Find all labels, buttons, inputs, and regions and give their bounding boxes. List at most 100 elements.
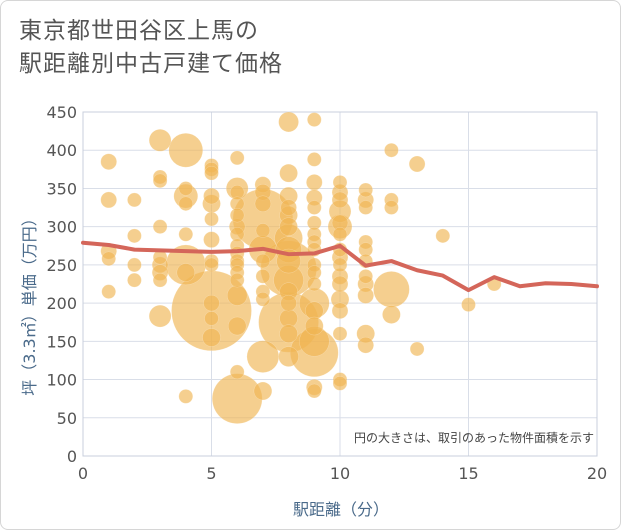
bubble	[358, 182, 373, 198]
bubble	[168, 132, 204, 168]
bubble	[178, 227, 194, 242]
bubble	[101, 251, 116, 267]
bubble	[204, 211, 219, 227]
bubble	[278, 111, 299, 133]
bubble	[461, 297, 476, 312]
bubble	[307, 112, 322, 127]
bubble	[280, 199, 297, 216]
bubble	[357, 336, 374, 354]
bubble	[332, 227, 348, 242]
bubble	[101, 284, 116, 299]
bubble	[176, 263, 196, 282]
size-annotation: 円の大きさは、取引のあった物件面積を示す	[354, 430, 594, 445]
bubble	[332, 326, 348, 341]
bubble	[408, 155, 426, 173]
bubble	[435, 228, 451, 244]
bubble	[278, 346, 299, 367]
bubble	[373, 271, 410, 308]
chart-title-line-2: 駅距離別中古戸建て価格	[19, 51, 283, 77]
bubble	[307, 200, 322, 215]
bubble	[226, 285, 248, 306]
bubble	[204, 257, 219, 273]
bubble	[307, 276, 322, 292]
x-tick-label: 10	[330, 464, 350, 483]
bubble	[384, 142, 399, 158]
bubble	[255, 269, 271, 284]
bubble	[229, 364, 245, 380]
bubble	[255, 253, 271, 269]
bubble	[253, 381, 273, 401]
bubble	[384, 200, 399, 215]
bubble	[127, 228, 142, 244]
bubble	[331, 191, 349, 209]
bubble	[203, 187, 220, 205]
bubble	[307, 152, 322, 167]
y-tick-label: 250	[46, 256, 77, 275]
bubble	[227, 316, 247, 336]
bubble	[100, 153, 117, 170]
bubble	[178, 181, 194, 196]
bubble	[148, 304, 172, 328]
y-tick-label: 200	[46, 294, 77, 313]
bubble	[127, 272, 142, 288]
y-tick-label: 350	[46, 179, 77, 198]
x-axis-title: 駅距離（分）	[293, 500, 389, 519]
trend-line	[81, 240, 599, 293]
x-tick-label: 15	[458, 464, 478, 483]
bubble	[409, 341, 425, 357]
bubble	[203, 231, 220, 248]
bubble	[332, 257, 348, 273]
bubble	[332, 376, 348, 391]
y-tick-label: 300	[46, 218, 77, 237]
trend-line-group	[81, 240, 599, 293]
y-axis-title: 坪（3.3㎡）単価（万円）	[20, 210, 39, 395]
bubble	[280, 294, 297, 312]
bubble	[382, 305, 401, 324]
bubble	[211, 373, 263, 424]
bubble	[229, 150, 245, 166]
chart-title-line-1: 東京都世田谷区上馬の	[19, 18, 259, 44]
chart-title: 東京都世田谷区上馬の 駅距離別中古戸建て価格	[19, 15, 283, 81]
y-tick-label: 0	[67, 447, 77, 466]
bubble	[279, 217, 298, 236]
y-tick-label: 100	[46, 371, 77, 390]
bubble	[357, 287, 374, 304]
bubble	[331, 302, 349, 320]
y-tick-label: 450	[46, 103, 77, 122]
bubble	[127, 257, 142, 273]
plot-area	[82, 111, 598, 457]
bubble	[279, 324, 298, 343]
bubble	[148, 129, 172, 152]
bubble	[255, 223, 271, 238]
y-tick-label: 400	[46, 141, 77, 160]
bubble	[255, 292, 271, 307]
y-tick-label: 50	[57, 409, 77, 428]
x-tick-label: 0	[78, 464, 88, 483]
bubbles	[100, 111, 502, 424]
bubble	[279, 163, 298, 183]
bubble	[204, 311, 219, 326]
bubble	[127, 192, 142, 208]
bubble	[332, 175, 348, 190]
bubble	[305, 316, 324, 336]
bubble	[229, 207, 245, 223]
bubble	[202, 328, 221, 347]
bubble	[254, 195, 272, 212]
bubble	[358, 200, 373, 215]
bubble	[152, 173, 168, 189]
bubble	[178, 196, 194, 211]
bubble	[100, 191, 117, 209]
bubble	[178, 389, 194, 404]
bubble	[331, 275, 349, 293]
bubble	[246, 340, 280, 373]
bubble	[203, 294, 220, 312]
axes: 0 50 100 150 200 250 300 350 400 450 0 5 10 15 20	[46, 103, 607, 483]
bubble	[307, 383, 322, 399]
x-tick-label: 20	[587, 464, 607, 483]
bubble	[358, 269, 373, 284]
bubble	[152, 219, 168, 234]
bubble	[204, 165, 219, 181]
x-tick-label: 5	[206, 464, 216, 483]
y-tick-label: 150	[46, 332, 77, 351]
